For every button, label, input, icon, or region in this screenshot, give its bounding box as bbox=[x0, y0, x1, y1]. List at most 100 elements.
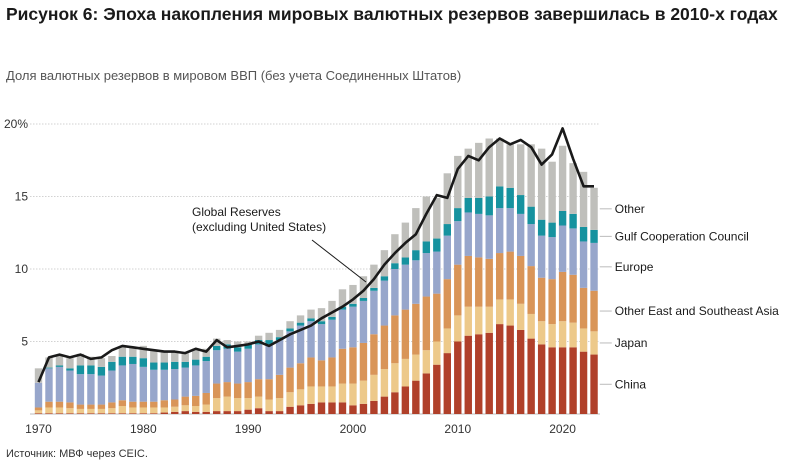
y-axis: 5 10 15 20% bbox=[4, 117, 28, 349]
bar-other-east-and-southeast-asia-1982 bbox=[160, 400, 168, 408]
bar-china-2002 bbox=[370, 400, 378, 414]
bar-other-east-and-southeast-asia-1987 bbox=[212, 383, 221, 399]
bar-europe-1985 bbox=[192, 365, 200, 396]
bar-china-2009 bbox=[443, 353, 451, 414]
bar-other-2013 bbox=[485, 138, 493, 197]
bar-europe-2000 bbox=[349, 306, 357, 348]
bar-japan-2014 bbox=[496, 299, 504, 325]
bar-japan-1979 bbox=[129, 407, 137, 414]
annotation-leader bbox=[311, 239, 367, 283]
bar-china-1993 bbox=[275, 411, 284, 414]
bar-china-1990 bbox=[244, 409, 252, 414]
bar-japan-1981 bbox=[150, 407, 158, 414]
bar-other-1997 bbox=[317, 308, 326, 322]
bar-other-2018 bbox=[537, 148, 546, 220]
bar-other-east-and-southeast-asia-2003 bbox=[380, 325, 389, 370]
bar-other-1992 bbox=[265, 332, 273, 341]
bar-japan-1978 bbox=[118, 406, 127, 414]
bar-japan-1970 bbox=[34, 410, 43, 414]
x-tick-label: 1970 bbox=[25, 422, 52, 436]
bar-other-east-and-southeast-asia-1979 bbox=[129, 401, 137, 408]
bar-gulf-cooperation-council-1971 bbox=[45, 367, 53, 369]
bar-other-east-and-southeast-asia-2008 bbox=[433, 293, 441, 342]
bar-europe-2019 bbox=[548, 237, 556, 280]
bar-europe-2015 bbox=[506, 208, 514, 252]
bar-other-2015 bbox=[506, 144, 514, 188]
bar-gulf-cooperation-council-1974 bbox=[76, 365, 85, 375]
bar-japan-1994 bbox=[286, 392, 294, 407]
bar-other-east-and-southeast-asia-1996 bbox=[307, 357, 315, 387]
bar-japan-1987 bbox=[212, 398, 221, 412]
bar-other-east-and-southeast-asia-1984 bbox=[181, 396, 189, 406]
bar-gulf-cooperation-council-2002 bbox=[370, 287, 378, 291]
x-tick-label: 2020 bbox=[549, 422, 576, 436]
bar-japan-1991 bbox=[254, 396, 263, 409]
bar-europe-1980 bbox=[139, 366, 148, 402]
bar-china-1992 bbox=[265, 411, 273, 414]
bar-gulf-cooperation-council-1997 bbox=[317, 321, 326, 325]
bar-other-2007 bbox=[422, 196, 431, 242]
bar-other-east-and-southeast-asia-2012 bbox=[475, 257, 483, 307]
bar-gulf-cooperation-council-1982 bbox=[160, 362, 168, 370]
bar-europe-1973 bbox=[66, 370, 74, 403]
bar-other-east-and-southeast-asia-2006 bbox=[412, 303, 420, 355]
bar-china-1972 bbox=[55, 413, 64, 414]
bar-japan-1992 bbox=[265, 399, 273, 412]
bar-china-1981 bbox=[150, 413, 158, 414]
bar-china-2010 bbox=[454, 341, 462, 414]
bar-china-1976 bbox=[97, 413, 106, 414]
bar-europe-1970 bbox=[34, 382, 43, 408]
bar-japan-2005 bbox=[401, 358, 410, 387]
bar-china-2000 bbox=[349, 405, 357, 414]
bar-other-1994 bbox=[286, 321, 294, 329]
bar-gulf-cooperation-council-1972 bbox=[55, 365, 64, 367]
x-tick-label: 2010 bbox=[444, 422, 471, 436]
bar-other-east-and-southeast-asia-1973 bbox=[66, 402, 74, 409]
bar-gulf-cooperation-council-1981 bbox=[150, 362, 158, 370]
bar-other-2011 bbox=[464, 148, 472, 198]
bar-europe-2012 bbox=[475, 213, 483, 258]
bar-other-east-and-southeast-asia-2005 bbox=[401, 309, 410, 359]
bar-other-1993 bbox=[275, 329, 284, 338]
series-labels: China Japan Other East and Southeast Asia E… bbox=[599, 202, 779, 391]
bar-japan-1975 bbox=[87, 408, 95, 414]
bar-europe-2018 bbox=[537, 235, 546, 278]
bar-japan-2000 bbox=[349, 383, 357, 406]
bar-other-2016 bbox=[516, 144, 525, 196]
bar-europe-1976 bbox=[97, 375, 106, 405]
bar-gulf-cooperation-council-2007 bbox=[422, 241, 431, 254]
bar-other-east-and-southeast-asia-2017 bbox=[527, 266, 535, 314]
bar-japan-2020 bbox=[558, 321, 567, 348]
bar-other-east-and-southeast-asia-1990 bbox=[244, 382, 252, 399]
chart-source: Источник: МВФ через CEIC. bbox=[6, 448, 148, 460]
bar-other-east-and-southeast-asia-2001 bbox=[359, 342, 368, 381]
bar-china-1999 bbox=[338, 402, 347, 414]
bar-china-1994 bbox=[286, 406, 294, 414]
bar-other-east-and-southeast-asia-2020 bbox=[558, 271, 567, 322]
bar-japan-2010 bbox=[454, 315, 462, 342]
bar-europe-2021 bbox=[569, 228, 577, 275]
bar-gulf-cooperation-council-1998 bbox=[328, 316, 336, 320]
bar-gulf-cooperation-council-2017 bbox=[527, 206, 535, 225]
bar-gulf-cooperation-council-1985 bbox=[192, 359, 200, 366]
bar-other-2005 bbox=[401, 222, 410, 258]
bar-europe-1995 bbox=[296, 325, 305, 364]
bar-other-2021 bbox=[569, 163, 577, 214]
bar-europe-1978 bbox=[118, 365, 127, 401]
bar-europe-2016 bbox=[516, 213, 525, 256]
bar-europe-2003 bbox=[380, 280, 389, 326]
bar-other-east-and-southeast-asia-1991 bbox=[254, 379, 263, 397]
bar-other-east-and-southeast-asia-2018 bbox=[537, 277, 546, 322]
bar-gulf-cooperation-council-2008 bbox=[433, 238, 441, 252]
bar-other-1984 bbox=[181, 353, 189, 362]
bar-gulf-cooperation-council-2020 bbox=[558, 211, 567, 226]
bar-china-1987 bbox=[212, 411, 221, 414]
x-tick-label: 1990 bbox=[235, 422, 262, 436]
bar-other-east-and-southeast-asia-1971 bbox=[45, 401, 53, 408]
chart-title: Рисунок 6: Эпоха накопления мировых валю… bbox=[6, 4, 778, 24]
bar-europe-1979 bbox=[129, 363, 137, 402]
bar-gulf-cooperation-council-2019 bbox=[548, 222, 556, 238]
bar-europe-2022 bbox=[579, 241, 588, 288]
bar-japan-2001 bbox=[359, 380, 368, 404]
bar-other-east-and-southeast-asia-2007 bbox=[422, 296, 431, 351]
